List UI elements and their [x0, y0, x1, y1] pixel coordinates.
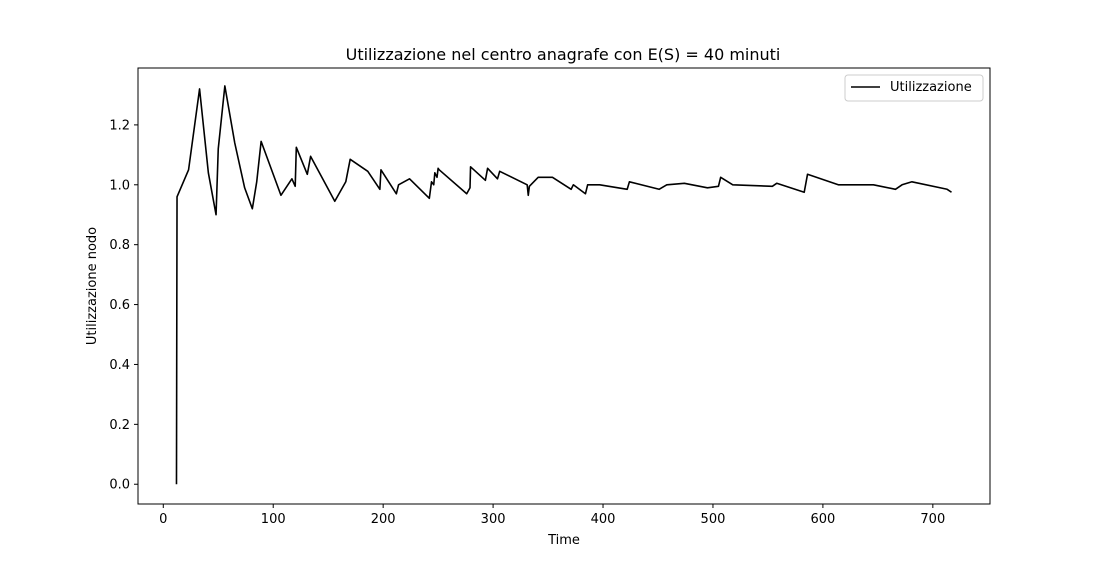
legend-label-utilizzazione: Utilizzazione: [890, 80, 972, 95]
y-tick-label: 0.8: [109, 238, 130, 253]
x-tick-label: 700: [920, 512, 945, 527]
y-tick-label: 0.4: [109, 358, 130, 373]
x-tick-label: 400: [591, 512, 616, 527]
y-axis-ticks: 0.0 0.2 0.4 0.6 0.8 1.0 1.2: [109, 118, 138, 493]
y-axis-label: Utilizzazione nodo: [85, 227, 100, 345]
plot-frame: [137, 67, 991, 505]
y-tick-label: 0.2: [109, 418, 130, 433]
y-tick-label: 1.2: [109, 118, 130, 133]
series-line-utilizzazione: [175, 85, 952, 485]
chart-title: Utilizzazione nel centro anagrafe con E(…: [346, 45, 781, 64]
y-tick-label: 0.0: [109, 478, 130, 493]
legend-box: [844, 74, 984, 102]
legend: Utilizzazione: [844, 74, 984, 102]
plot-area: 0 100 200 300 400 500 600 700 0.0 0.2 0.4 0.6 0.8 1.…: [109, 67, 991, 527]
x-axis-ticks: 0 100 200 300 400 500 600 700: [159, 504, 945, 527]
x-tick-label: 0: [159, 512, 167, 527]
x-axis-label: Time: [547, 533, 580, 548]
x-tick-label: 500: [701, 512, 726, 527]
x-tick-label: 600: [810, 512, 835, 527]
y-tick-label: 0.6: [109, 298, 130, 313]
x-tick-label: 100: [261, 512, 286, 527]
x-tick-label: 300: [481, 512, 506, 527]
y-tick-label: 1.0: [109, 178, 130, 193]
x-tick-label: 200: [371, 512, 396, 527]
